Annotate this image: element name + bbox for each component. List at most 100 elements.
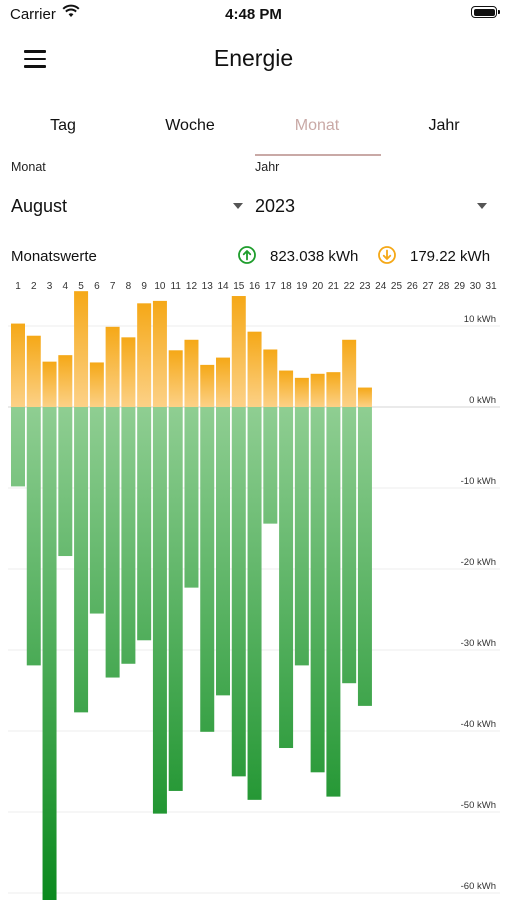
consumed-bar	[200, 364, 215, 407]
produced-bar	[279, 407, 294, 749]
consumed-bar	[105, 326, 120, 407]
x-tick-label: 18	[281, 281, 293, 292]
battery-icon	[471, 6, 500, 18]
consumed-bar	[58, 355, 73, 407]
consumed-bar	[42, 361, 57, 407]
y-tick-label: -10 kWh	[461, 476, 496, 487]
consumed-bar	[216, 357, 231, 407]
x-tick-label: 21	[328, 281, 340, 292]
consumed-bar	[342, 339, 357, 407]
energy-bar-chart: 1 2 3 4 5 6 7 8 9 10 11 12 13 14 15 16 17 18 19 20 21 22 23 24 2…	[8, 281, 500, 900]
x-tick-label: 25	[391, 281, 403, 292]
produced-bar	[152, 407, 167, 814]
produced-bar	[26, 407, 41, 666]
x-tick-label: 31	[486, 281, 498, 292]
x-tick-label: 15	[233, 281, 245, 292]
y-tick-label: -50 kWh	[461, 800, 496, 811]
x-tick-label: 5	[78, 281, 84, 292]
x-tick-label: 19	[296, 281, 308, 292]
consumed-bar	[74, 291, 89, 407]
year-label: Jahr	[255, 160, 280, 174]
consumed-bar	[294, 377, 309, 407]
x-tick-label: 27	[422, 281, 434, 292]
x-tick-label: 29	[454, 281, 466, 292]
consumed-bar	[137, 303, 152, 407]
consumed-bar	[263, 349, 278, 407]
consumed-bar	[247, 331, 262, 407]
consumed-bar	[26, 335, 41, 407]
x-tick-label: 23	[359, 281, 371, 292]
produced-bar	[342, 407, 357, 684]
month-select[interactable]: August	[11, 196, 68, 216]
x-tick-label: 17	[265, 281, 277, 292]
consumed-bar	[89, 362, 104, 407]
status-bar: Carrier 4:48 PM	[0, 0, 507, 30]
x-tick-label: 2	[31, 281, 37, 292]
tab-woche[interactable]: Woche	[165, 117, 215, 134]
x-tick-label: 20	[312, 281, 324, 292]
x-tick-label: 13	[202, 281, 214, 292]
y-tick-label: -60 kWh	[461, 881, 496, 892]
tab-jahr[interactable]: Jahr	[428, 117, 460, 134]
produced-bar	[121, 407, 136, 664]
x-tick-label: 7	[110, 281, 116, 292]
produced-bar	[294, 407, 309, 666]
consumed-bar	[168, 350, 183, 407]
consumed-bar	[357, 387, 372, 407]
x-tick-label: 16	[249, 281, 261, 292]
produced-bar	[184, 407, 199, 588]
arrow-up-circle-icon	[238, 246, 256, 264]
produced-bar	[137, 407, 152, 641]
y-tick-label: -30 kWh	[461, 638, 496, 649]
produced-bar	[11, 407, 25, 487]
consumed-bar	[279, 370, 294, 407]
produced-bar	[42, 407, 57, 900]
month-label: Monat	[11, 160, 46, 174]
y-tick-label: -40 kWh	[461, 719, 496, 730]
wifi-icon	[62, 4, 80, 17]
produced-bar	[58, 407, 73, 557]
clock: 4:48 PM	[225, 6, 282, 23]
consumed-bar	[326, 372, 341, 407]
produced-bar	[357, 407, 372, 706]
produced-bar	[105, 407, 120, 678]
produced-total: 823.038 kWh	[270, 248, 359, 265]
produced-bar	[263, 407, 278, 524]
produced-bar	[168, 407, 183, 791]
page-title: Energie	[213, 45, 294, 71]
produced-bar	[310, 407, 325, 773]
consumed-total: 179.22 kWh	[410, 248, 491, 265]
year-dropdown-icon[interactable]	[477, 203, 487, 209]
x-tick-label: 30	[470, 281, 482, 292]
produced-bar	[326, 407, 341, 797]
x-tick-label: 1	[15, 281, 21, 292]
period-tabs: Tag Woche Monat Jahr	[0, 112, 507, 158]
consumed-bar	[121, 337, 136, 407]
tab-monat[interactable]: Monat	[294, 117, 340, 134]
x-tick-label: 11	[171, 281, 182, 292]
month-dropdown-icon[interactable]	[233, 203, 243, 209]
x-tick-label: 14	[217, 281, 229, 292]
consumed-bar	[184, 339, 199, 407]
x-tick-label: 8	[126, 281, 132, 292]
consumed-bar	[11, 323, 25, 407]
consumed-bar	[152, 300, 167, 407]
x-tick-label: 26	[407, 281, 419, 292]
x-tick-label: 22	[344, 281, 356, 292]
x-tick-label: 9	[141, 281, 147, 292]
active-tab-indicator	[255, 154, 381, 156]
tab-tag[interactable]: Tag	[50, 117, 76, 134]
produced-bar	[89, 407, 104, 614]
y-tick-label: 0 kWh	[469, 395, 496, 406]
x-tick-label: 12	[186, 281, 198, 292]
x-tick-label: 3	[47, 281, 53, 292]
year-select[interactable]: 2023	[255, 196, 296, 216]
produced-bar	[200, 407, 215, 732]
x-tick-label: 4	[63, 281, 69, 292]
hamburger-menu-icon[interactable]	[24, 50, 46, 68]
y-tick-label: -20 kWh	[461, 557, 496, 568]
produced-bar	[247, 407, 262, 800]
x-tick-label: 28	[438, 281, 450, 292]
summary-label: Monatswerte	[11, 248, 97, 265]
consumed-bar	[231, 296, 246, 407]
